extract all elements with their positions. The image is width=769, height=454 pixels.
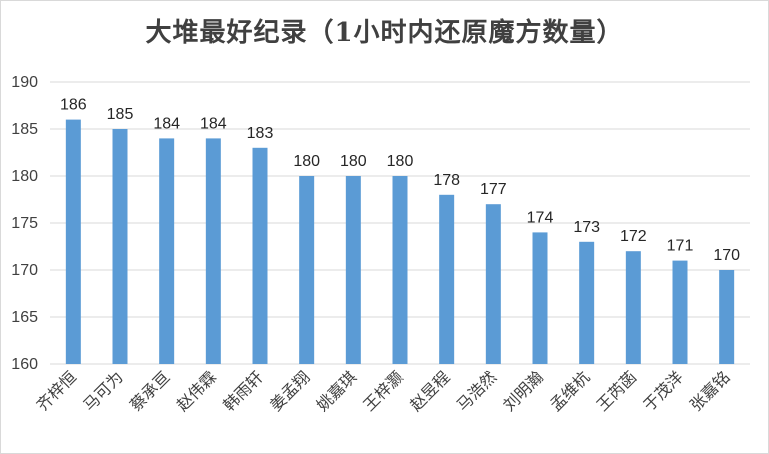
y-axis-ticks: 160 165 170 175 180 185 190	[11, 74, 38, 373]
bar	[112, 129, 128, 364]
y-tick-label: 175	[11, 215, 38, 232]
category-label: 蔡承亘	[126, 367, 173, 414]
data-label: 180	[387, 153, 414, 170]
category-label: 王芮菡	[593, 367, 640, 414]
y-tick-label: 160	[11, 356, 38, 373]
bar	[299, 176, 315, 364]
bar	[485, 204, 501, 364]
category-label: 马浩然	[453, 367, 500, 414]
data-label: 186	[60, 97, 87, 114]
bar	[672, 260, 688, 364]
data-label: 180	[340, 153, 367, 170]
y-tick-label: 165	[11, 309, 38, 326]
category-labels: 齐梓恒 马可为 蔡承亘 赵伟霖 韩雨轩 姜孟翔 姚嘉琪 王梓灏 赵昱程 马浩然 刘明瀚 孟维杭 王芮菡于…	[33, 367, 734, 414]
bar	[625, 251, 641, 364]
data-label: 183	[247, 125, 274, 142]
bar	[205, 138, 221, 364]
data-label: 171	[667, 238, 694, 255]
category-label: 赵伟霖	[173, 367, 220, 414]
category-label: 张嘉铭	[686, 367, 733, 414]
chart-title: 大堆最好纪录（1小时内还原魔方数量）	[145, 18, 624, 48]
category-label: 于茂洋	[639, 367, 686, 414]
bar	[719, 270, 735, 364]
category-label: 姚嘉琪	[313, 367, 360, 414]
data-label: 174	[527, 209, 554, 226]
category-label: 王梓灏	[359, 367, 406, 414]
category-label: 马可为	[79, 367, 126, 414]
data-label: 177	[480, 181, 507, 198]
bar	[252, 147, 268, 364]
data-label: 180	[293, 153, 320, 170]
data-label: 172	[620, 228, 647, 245]
bar	[532, 232, 548, 364]
bar	[439, 194, 455, 364]
category-label: 韩雨轩	[219, 367, 266, 414]
data-label: 170	[713, 247, 740, 264]
y-tick-label: 185	[11, 121, 38, 138]
bar	[579, 241, 595, 364]
category-label: 齐梓恒	[33, 367, 80, 414]
y-tick-label: 180	[11, 168, 38, 185]
bars	[65, 119, 735, 364]
bar	[65, 119, 81, 364]
bar	[159, 138, 175, 364]
category-label: 赵昱程	[406, 367, 453, 414]
data-label: 173	[573, 219, 600, 236]
bar	[345, 176, 361, 364]
bar	[392, 176, 408, 364]
category-label: 姜孟翔	[266, 367, 313, 414]
data-label: 184	[200, 115, 227, 132]
y-tick-label: 190	[11, 74, 38, 91]
data-labels: 186 185 184 184 183 180 180 180 178 177 174 173 172 1…	[60, 97, 740, 264]
data-label: 185	[107, 106, 134, 123]
category-label: 孟维杭	[546, 367, 593, 414]
y-tick-label: 170	[11, 262, 38, 279]
data-label: 184	[153, 115, 180, 132]
category-label: 刘明瀚	[499, 367, 546, 414]
data-label: 178	[433, 172, 460, 189]
